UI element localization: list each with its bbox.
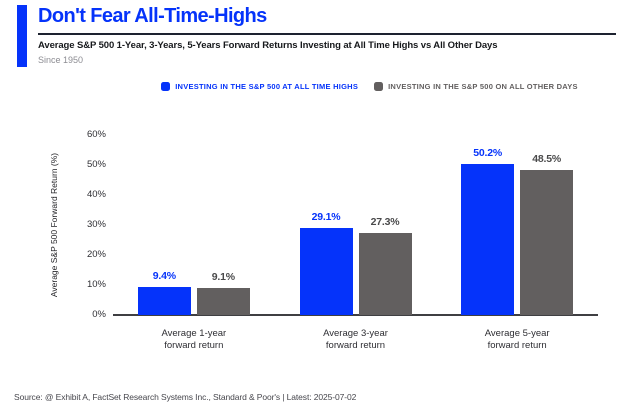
bar-other-2 xyxy=(520,169,574,315)
x-category-label: Average 3-year forward return xyxy=(323,328,388,351)
plot-area: 9.4% 9.1% Average 1-year forward return 29.1… xyxy=(113,135,598,351)
y-tick-label: 50% xyxy=(86,159,106,170)
chart-subtitle: Average S&P 500 1-Year, 3-Years, 5-Years… xyxy=(38,40,498,51)
legend-swatch-blue-icon xyxy=(161,82,171,91)
bar-value-label: 27.3% xyxy=(370,216,400,229)
legend-label-all-other-days: INVESTING IN THE S&P 500 ON ALL OTHER DA… xyxy=(388,82,578,91)
y-tick-label: 0% xyxy=(92,309,106,320)
bar-value-label: 48.5% xyxy=(532,152,562,165)
page-title: Don't Fear All-Time-Highs xyxy=(38,5,267,27)
x-axis-line xyxy=(113,314,598,316)
y-tick-label: 10% xyxy=(86,279,106,290)
title-accent-bar xyxy=(17,5,27,67)
bar-value-label: 9.1% xyxy=(211,270,235,283)
bar-other-1 xyxy=(358,233,412,315)
y-tick-label: 20% xyxy=(86,249,106,260)
legend-label-all-time-highs: INVESTING IN THE S&P 500 AT ALL TIME HIG… xyxy=(175,82,359,91)
source-note: Source: @ Exhibit A, FactSet Research Sy… xyxy=(14,392,357,402)
x-category-label: Average 5-year forward return xyxy=(484,328,550,351)
bar-ath-1 xyxy=(299,227,353,315)
bar-ath-2 xyxy=(461,164,515,315)
chart-period-label: Since 1950 xyxy=(38,55,84,65)
bar-other-0 xyxy=(196,287,250,315)
bar-ath-0 xyxy=(137,286,191,315)
y-tick-label: 60% xyxy=(86,129,106,140)
bar-value-label: 29.1% xyxy=(311,210,341,223)
legend: INVESTING IN THE S&P 500 AT ALL TIME HIG… xyxy=(0,82,624,91)
bar-value-label: 50.2% xyxy=(473,147,503,160)
bar-value-label: 9.4% xyxy=(152,269,176,282)
x-category-label: Average 1-year forward return xyxy=(161,328,227,351)
y-tick-label: 40% xyxy=(86,189,106,200)
title-divider xyxy=(38,33,616,35)
y-tick-label: 30% xyxy=(86,219,106,230)
legend-item-all-time-highs: INVESTING IN THE S&P 500 AT ALL TIME HIG… xyxy=(161,82,358,91)
legend-swatch-gray-icon xyxy=(374,82,384,91)
y-axis-ticks: 0% 10% 20% 30% 40% 50% 60% xyxy=(58,129,106,320)
legend-item-all-other-days: INVESTING IN THE S&P 500 ON ALL OTHER DA… xyxy=(374,82,578,91)
